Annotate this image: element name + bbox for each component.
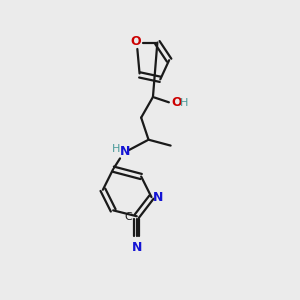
Text: O: O [130, 34, 141, 48]
Text: C: C [124, 212, 132, 222]
Text: H: H [180, 98, 189, 108]
Text: H: H [112, 144, 120, 154]
Text: N: N [132, 241, 142, 254]
Text: O: O [171, 96, 182, 109]
Text: N: N [153, 190, 163, 204]
Text: N: N [119, 145, 130, 158]
